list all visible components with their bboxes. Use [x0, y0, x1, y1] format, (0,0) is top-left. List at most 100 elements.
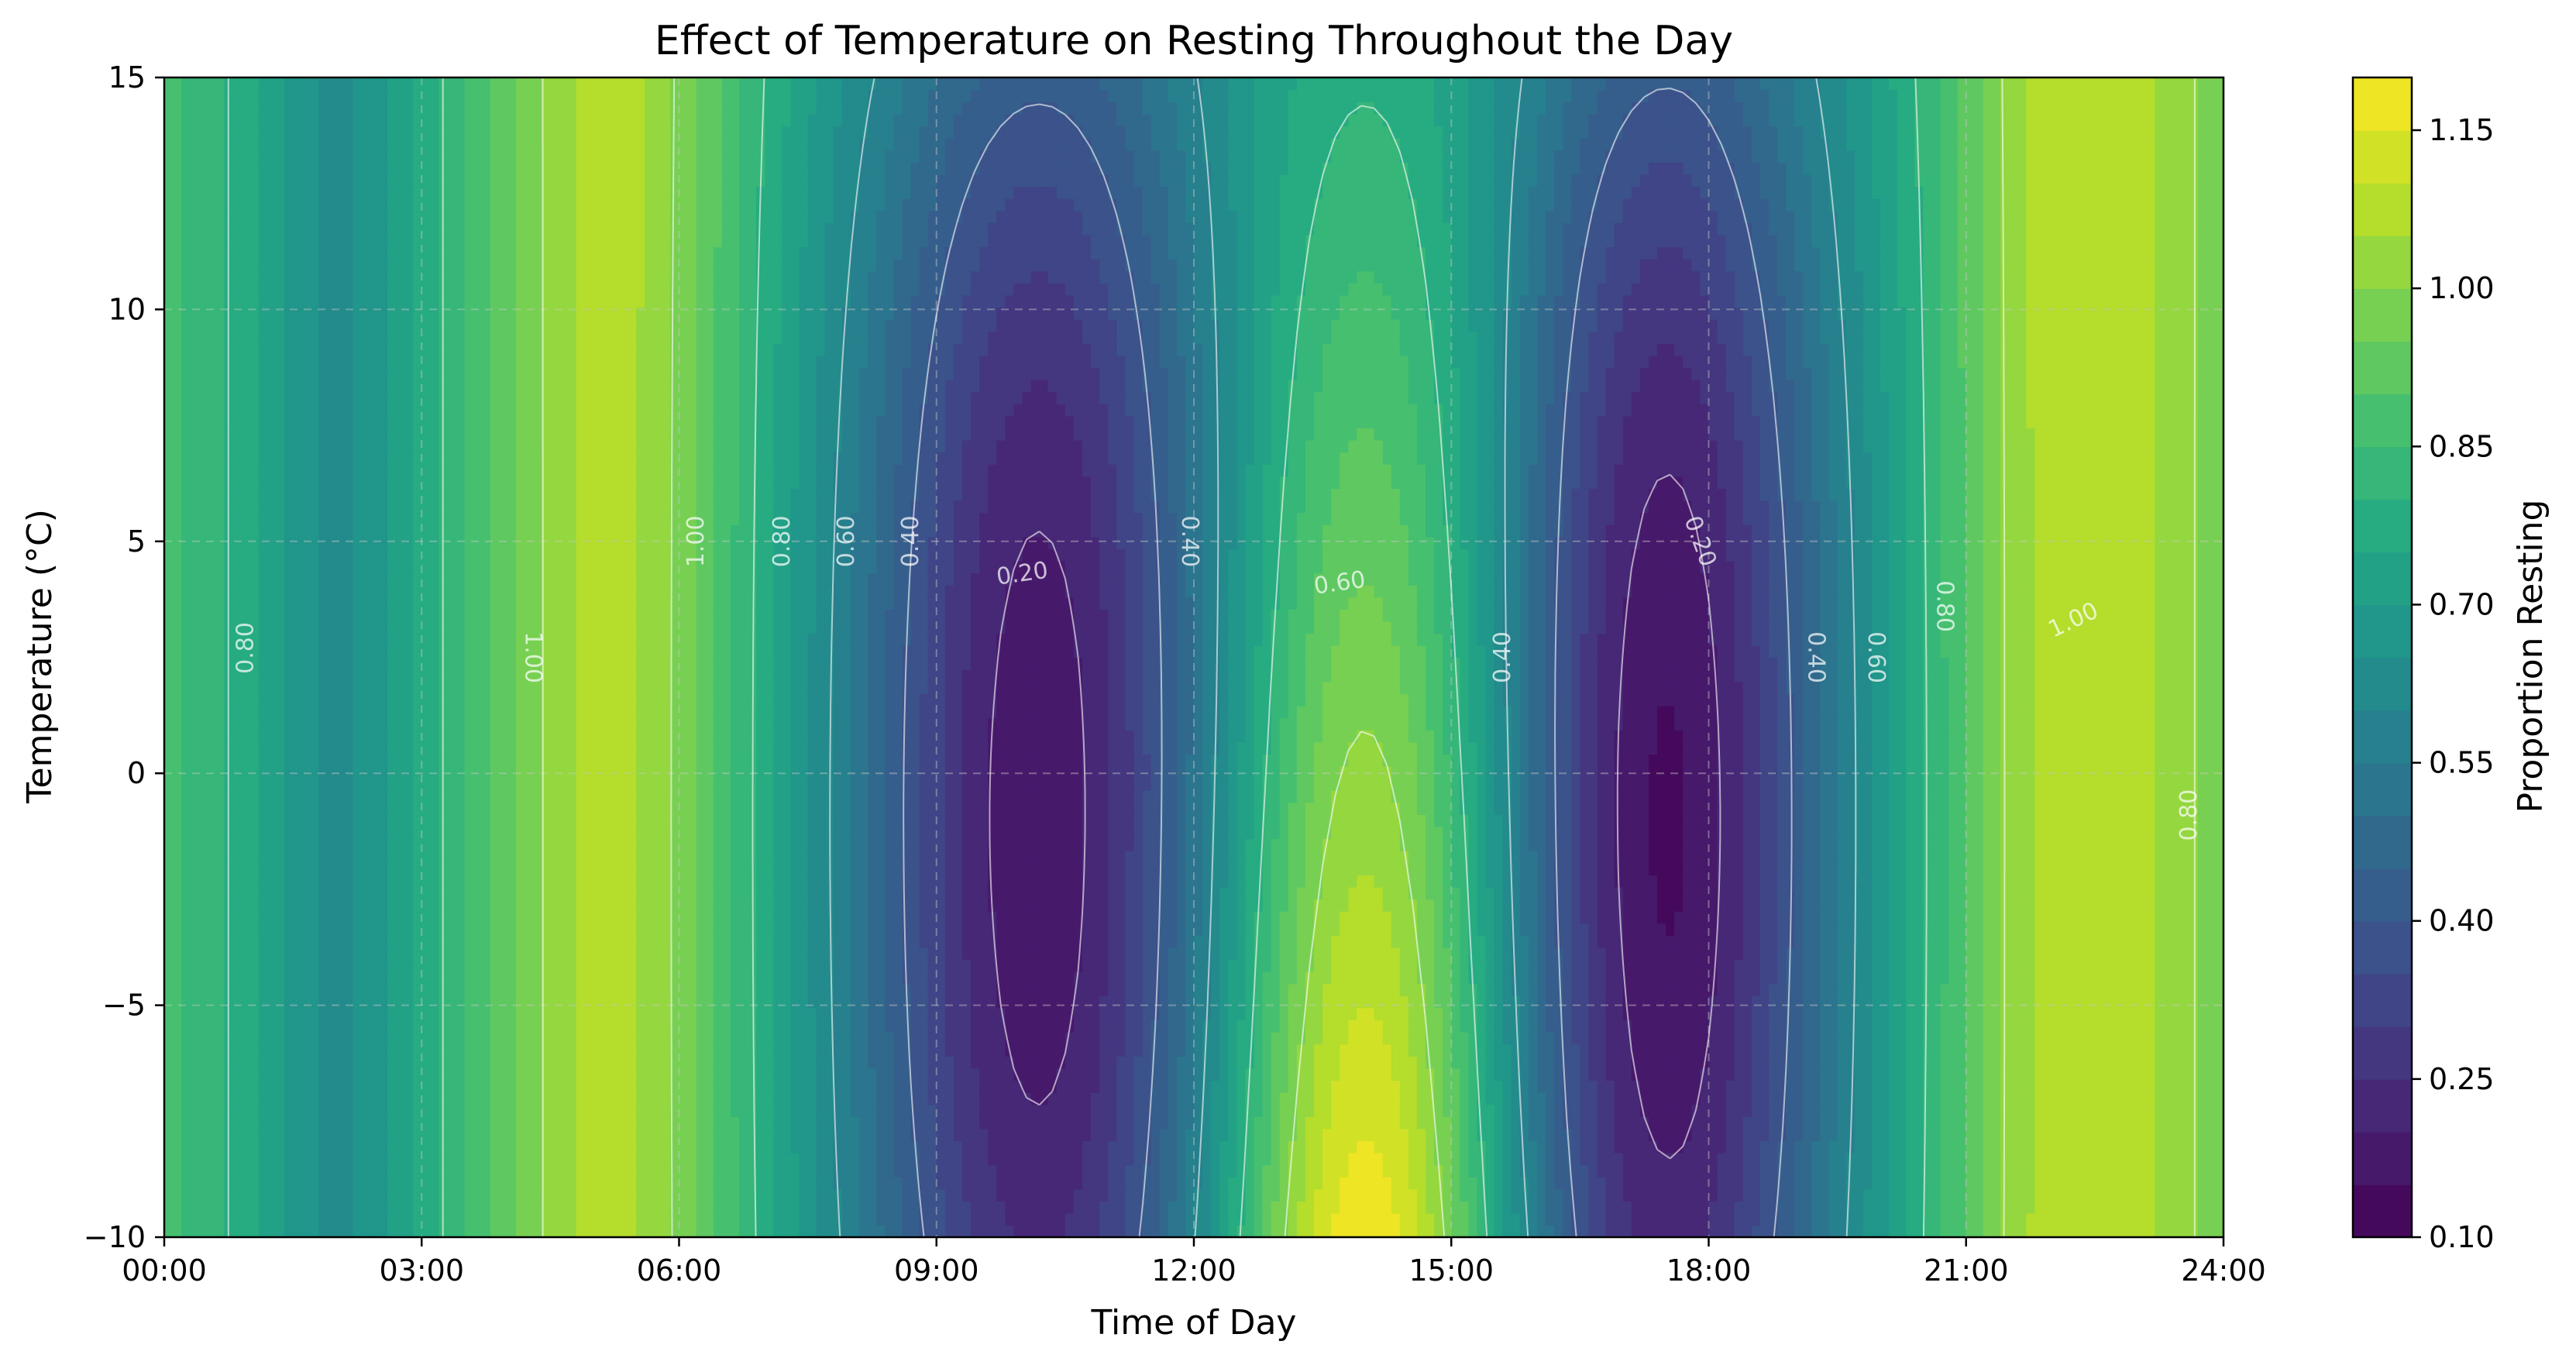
contour-cell — [181, 1201, 191, 1213]
contour-cell — [301, 1201, 311, 1213]
contour-cell — [387, 150, 397, 163]
contour-cell — [370, 609, 380, 621]
contour-cell — [421, 838, 431, 851]
contour-cell — [585, 585, 594, 597]
contour-cell — [533, 138, 542, 150]
contour-cell — [421, 428, 431, 440]
contour-cell — [593, 923, 603, 936]
contour-cell — [482, 440, 491, 452]
contour-cell — [190, 766, 199, 779]
contour-cell — [568, 790, 577, 803]
contour-cell — [379, 77, 388, 90]
contour-cell — [215, 1044, 225, 1057]
contour-cell — [242, 572, 251, 585]
contour-cell — [318, 331, 328, 343]
contour-cell — [550, 1129, 559, 1141]
contour-cell — [550, 356, 559, 368]
contour-cell — [533, 1201, 542, 1213]
contour-cell — [267, 658, 277, 670]
contour-cell — [242, 1189, 251, 1202]
contour-cell — [559, 597, 568, 610]
contour-cell — [550, 959, 559, 971]
contour-cell — [293, 150, 302, 163]
contour-cell — [327, 597, 336, 610]
contour-cell — [276, 1044, 285, 1057]
contour-cell — [568, 778, 577, 790]
contour-cell — [370, 742, 380, 755]
contour-cell — [430, 380, 439, 392]
contour-cell — [190, 500, 199, 513]
contour-cell — [327, 790, 336, 803]
contour-cell — [602, 1116, 611, 1129]
contour-cell — [370, 138, 380, 150]
contour-cell — [430, 295, 439, 308]
contour-cell — [576, 1189, 586, 1202]
contour-cell — [473, 1177, 483, 1189]
contour-cell — [602, 971, 611, 984]
contour-cell — [293, 1189, 302, 1202]
contour-cell — [593, 633, 603, 645]
contour-cell — [242, 114, 251, 126]
contour-cell — [293, 537, 302, 549]
contour-cell — [379, 537, 388, 549]
contour-cell — [559, 1129, 568, 1141]
contour-cell — [507, 984, 517, 996]
contour-cell — [198, 1189, 208, 1202]
contour-cell — [327, 585, 336, 597]
contour-cell — [345, 971, 354, 984]
contour-cell — [293, 174, 302, 187]
contour-cell — [490, 512, 500, 524]
contour-cell — [516, 186, 525, 198]
contour-cell — [233, 959, 242, 971]
contour-cell — [215, 658, 225, 670]
contour-cell — [379, 754, 388, 766]
contour-cell — [585, 537, 594, 549]
contour-cell — [533, 609, 542, 621]
contour-cell — [301, 935, 311, 947]
contour-cell — [370, 1044, 380, 1057]
contour-cell — [593, 198, 603, 211]
contour-cell — [404, 1116, 414, 1129]
contour-cell — [327, 283, 336, 295]
contour-cell — [490, 609, 500, 621]
contour-cell — [276, 1213, 285, 1226]
contour-cell — [482, 524, 491, 537]
contour-cell — [593, 585, 603, 597]
contour-cell — [345, 380, 354, 392]
contour-cell — [499, 295, 508, 308]
contour-cell — [516, 367, 525, 380]
contour-cell — [593, 609, 603, 621]
contour-cell — [164, 246, 174, 259]
contour-cell — [404, 959, 414, 971]
contour-cell — [456, 1116, 466, 1129]
contour-cell — [593, 1189, 603, 1202]
contour-cell — [550, 211, 559, 223]
contour-cell — [421, 1008, 431, 1020]
contour-cell — [473, 561, 483, 573]
contour-cell — [173, 669, 182, 682]
contour-cell — [404, 174, 414, 187]
contour-cell — [310, 561, 319, 573]
contour-cell — [173, 1129, 182, 1141]
contour-cell — [164, 1032, 174, 1044]
contour-cell — [516, 283, 525, 295]
contour-cell — [490, 77, 500, 90]
contour-cell — [396, 1164, 405, 1177]
contour-cell — [456, 706, 466, 718]
contour-cell — [421, 682, 431, 694]
contour-cell — [215, 283, 225, 295]
contour-cell — [164, 1104, 174, 1116]
contour-cell — [362, 391, 371, 404]
contour-cell — [482, 488, 491, 500]
contour-cell — [301, 682, 311, 694]
contour-cell — [293, 271, 302, 284]
contour-cell — [465, 561, 474, 573]
contour-cell — [215, 367, 225, 380]
contour-cell — [524, 440, 534, 452]
contour-cell — [198, 537, 208, 549]
contour-cell — [550, 198, 559, 211]
contour-cell — [465, 682, 474, 694]
contour-cell — [250, 222, 260, 235]
contour-cell — [585, 935, 594, 947]
contour-cell — [456, 984, 466, 996]
